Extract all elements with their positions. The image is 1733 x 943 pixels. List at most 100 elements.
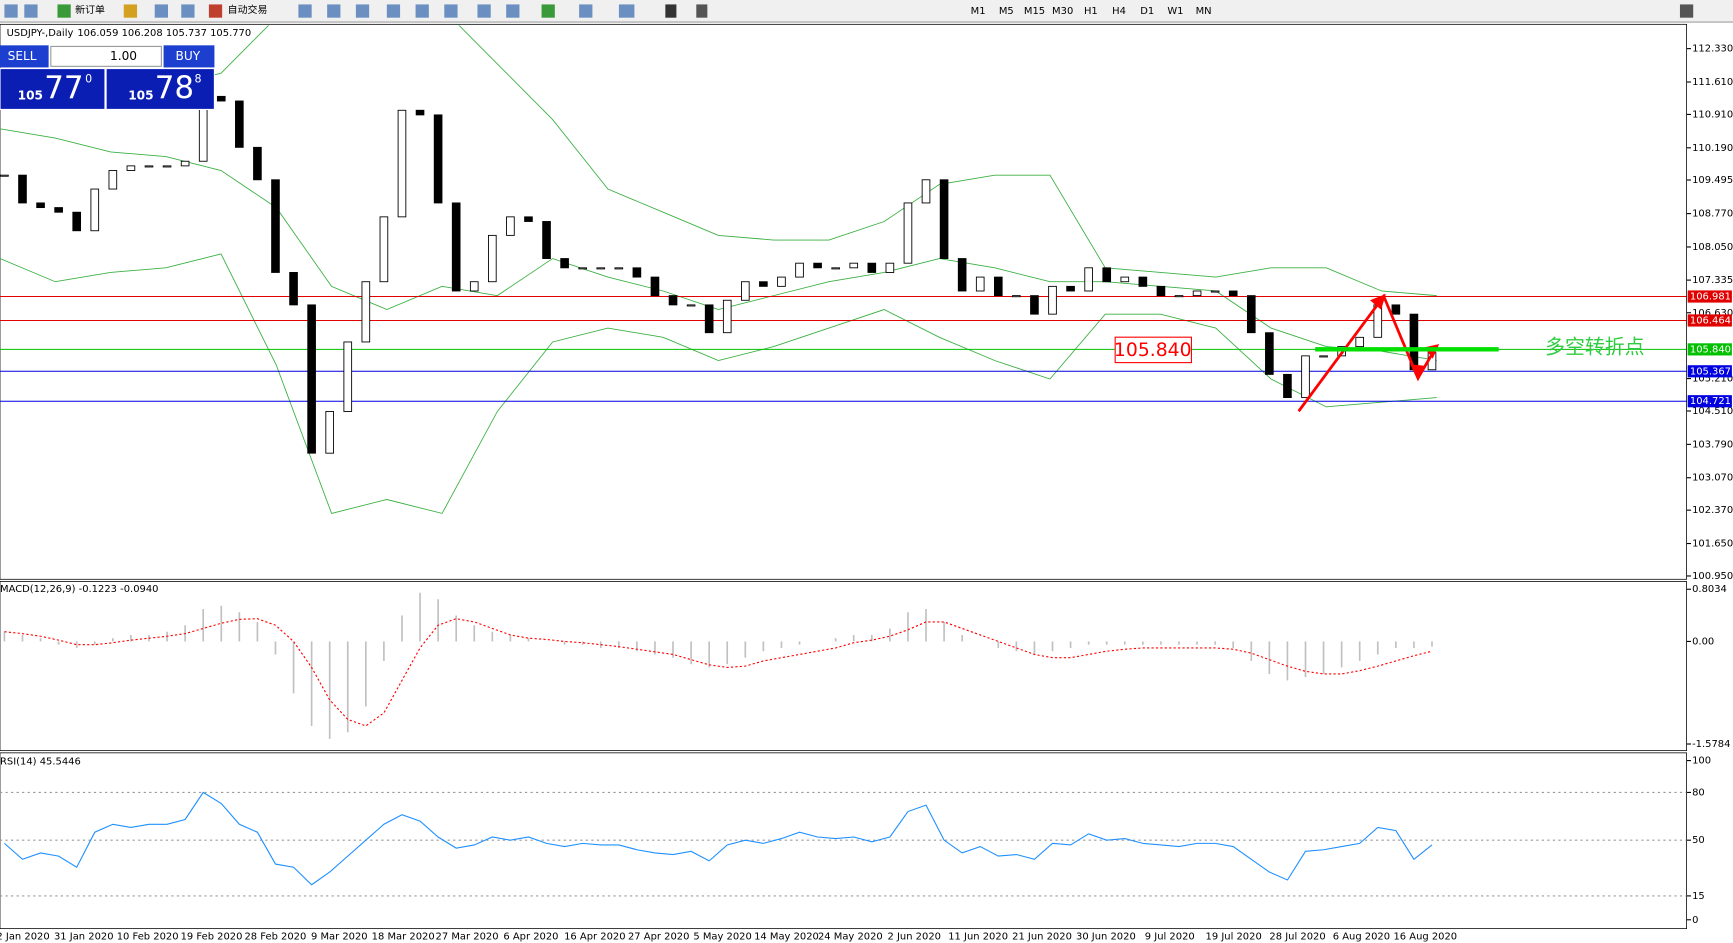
candle (722, 299, 732, 334)
price-pane (0, 23, 1687, 580)
icon[interactable] (506, 4, 520, 18)
y-tick-label: 80 (1692, 787, 1705, 798)
candle (614, 267, 624, 270)
trade-panel: SELL 1.00 BUY 105 77 0 105 78 8 (0, 45, 215, 110)
icon[interactable] (696, 4, 708, 18)
icon[interactable] (298, 4, 312, 18)
rsi-plot (0, 791, 1687, 897)
x-tick-label: 19 Feb 2020 (181, 931, 243, 942)
x-tick-label: 9 Mar 2020 (311, 931, 368, 942)
timeframe-button[interactable]: M30 (1052, 6, 1073, 17)
icon[interactable] (4, 4, 18, 18)
timeframe-button[interactable]: M1 (971, 6, 986, 17)
buy-label[interactable]: BUY (176, 49, 201, 63)
timeframe-button[interactable]: W1 (1167, 6, 1183, 17)
icon[interactable] (154, 4, 168, 18)
icon[interactable] (386, 4, 401, 18)
toolbar-button[interactable]: 新订单 (75, 3, 105, 16)
y-tick-label: 0.00 (1692, 636, 1714, 647)
x-tick-label: 16 Apr 2020 (564, 931, 625, 942)
timeframe-button[interactable]: H1 (1084, 6, 1098, 17)
macd-pane (0, 581, 1687, 752)
icon[interactable] (123, 4, 138, 18)
icon[interactable] (355, 4, 370, 18)
level-annotation: 105.840 (1114, 340, 1192, 361)
x-tick-label: 21 Jun 2020 (1012, 931, 1072, 942)
level-label-bg (1687, 290, 1732, 303)
annotation-text: 多空转折点 (1545, 336, 1644, 359)
candle (704, 304, 714, 334)
candle (668, 295, 678, 306)
x-tick-label: 10 Feb 2020 (117, 931, 179, 942)
icon[interactable] (477, 4, 491, 18)
icon[interactable] (327, 4, 341, 18)
y-tick-label: 102.370 (1692, 505, 1733, 516)
buy-button[interactable] (163, 45, 215, 68)
icon[interactable] (24, 4, 38, 18)
x-tick-label: 5 May 2020 (693, 931, 751, 942)
lot-value[interactable]: 1.00 (110, 49, 137, 63)
candle (596, 267, 606, 270)
candle (325, 411, 335, 454)
candle (1301, 355, 1310, 399)
icon[interactable] (618, 4, 635, 18)
y-tick-label: 110.910 (1692, 109, 1733, 120)
candle (0, 174, 9, 177)
candle (108, 170, 118, 190)
candle (469, 281, 479, 292)
candle (54, 207, 63, 213)
toolbar (0, 0, 1733, 23)
bollinger-band (0, 25, 1437, 297)
level-label: 105.840 (1690, 344, 1731, 355)
candle (72, 211, 82, 232)
y-tick-label: 110.190 (1692, 143, 1733, 154)
symbol-title: USDJPY-,Daily (7, 28, 74, 39)
level-label-bg (1687, 395, 1732, 408)
x-tick-label: 24 May 2020 (818, 931, 883, 942)
signal-line (4, 618, 1433, 727)
x-tick-label: 11 Jun 2020 (948, 931, 1008, 942)
y-tick-label: 108.050 (1692, 242, 1733, 253)
y-tick-label: 100.950 (1692, 571, 1733, 582)
timeframe-button[interactable]: M5 (999, 6, 1014, 17)
y-tick-label: 108.770 (1692, 209, 1733, 220)
icon[interactable] (1679, 4, 1694, 18)
icon[interactable] (57, 4, 71, 18)
candle (939, 179, 949, 259)
toolbar-button[interactable]: 自动交易 (228, 3, 268, 16)
candle (289, 272, 298, 306)
candle (361, 281, 371, 343)
icon[interactable] (541, 4, 555, 18)
timeframe-button[interactable]: H4 (1112, 6, 1126, 17)
toolbar-icons (4, 4, 1694, 18)
level-label: 105.367 (1690, 366, 1731, 377)
candle (903, 202, 913, 264)
candle (144, 165, 154, 168)
icon[interactable] (665, 4, 677, 18)
timeframe-button[interactable]: M15 (1024, 6, 1045, 17)
sell-price-box[interactable] (0, 67, 106, 110)
lot-input[interactable] (50, 45, 162, 67)
sell-label[interactable]: SELL (8, 49, 37, 63)
sell-button[interactable] (0, 45, 49, 68)
x-tick-label: 19 Jul 2020 (1206, 931, 1262, 942)
icon[interactable] (579, 4, 593, 18)
candle (36, 202, 45, 209)
candle (216, 95, 226, 102)
timeframe-button[interactable]: D1 (1140, 6, 1154, 17)
buy-price-main: 78 (155, 70, 194, 106)
candle (885, 262, 895, 273)
y-tick-label: 103.790 (1692, 439, 1733, 450)
candle (1283, 373, 1292, 399)
icon[interactable] (208, 4, 223, 18)
buy-price-box[interactable] (105, 67, 215, 110)
icon[interactable] (415, 4, 429, 18)
icon[interactable] (444, 4, 458, 18)
level-label-bg (1687, 365, 1732, 378)
timeframe-button[interactable]: MN (1196, 6, 1212, 17)
candle (578, 267, 587, 270)
candle (1066, 285, 1075, 292)
icon[interactable] (181, 4, 195, 18)
level-label-bg (1687, 343, 1732, 356)
axes: 112.330 111.610 110.910 110.190 109.495 108.7… (1686, 44, 1733, 926)
